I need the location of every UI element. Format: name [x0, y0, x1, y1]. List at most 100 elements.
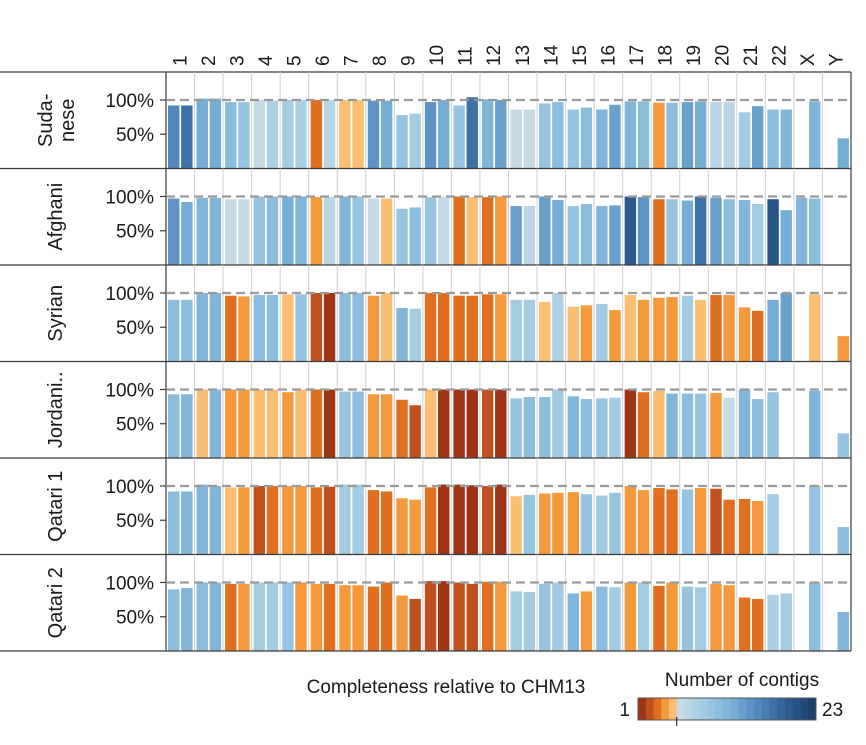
bar-chrX-hap1 — [795, 197, 808, 265]
bar-chr3-hap1 — [225, 199, 237, 265]
bar-chr5-hap1 — [282, 294, 294, 362]
bar-chr18-hap2 — [666, 393, 678, 458]
colorbar-swatch-14 — [738, 698, 747, 720]
bar-chr7-hap2 — [352, 196, 364, 265]
bar-chr15-hap2 — [580, 591, 593, 651]
bar-chr19-hap1 — [681, 295, 694, 362]
bar-chr2-hap1 — [196, 292, 208, 362]
chromosome-label-X: X — [798, 53, 819, 66]
bar-chr9-hap2 — [409, 405, 421, 458]
chromosome-label-2: 2 — [199, 55, 220, 66]
bar-chr3-hap1 — [225, 487, 237, 555]
colorbar-swatch-3 — [653, 698, 662, 720]
population-label: Qatari 2 — [45, 567, 67, 638]
bar-chr8-hap2 — [380, 491, 393, 555]
bar-chr8-hap2 — [380, 582, 393, 651]
bar-chr13-hap2 — [523, 592, 536, 651]
chromosome-label-13: 13 — [513, 45, 534, 66]
chromosome-label-12: 12 — [484, 45, 505, 66]
bar-chr1-hap1 — [168, 105, 180, 169]
colorbar-swatch-19 — [777, 698, 786, 720]
bar-chr11-hap2 — [466, 97, 478, 169]
bar-chr10-hap1 — [424, 197, 437, 265]
bar-chr15-hap2 — [580, 494, 593, 555]
chromosome-label-3: 3 — [227, 55, 248, 66]
population-label-line: Jordani.. — [45, 371, 67, 448]
bar-chr19-hap1 — [681, 393, 694, 458]
chromosome-label-22: 22 — [770, 45, 791, 66]
bar-chr1-hap1 — [168, 589, 180, 651]
bar-chr18-hap1 — [653, 390, 665, 458]
bar-chr11-hap1 — [453, 389, 465, 458]
bar-chr21-hap2 — [751, 399, 764, 458]
bar-chr21-hap2 — [751, 310, 764, 362]
bar-chr1-hap1 — [168, 394, 180, 458]
bar-chr6-hap2 — [323, 389, 336, 458]
y-tick-label: 50% — [116, 511, 154, 532]
chromosome-label-11: 11 — [456, 46, 477, 66]
bar-chr17-hap2 — [637, 101, 650, 169]
colorbar-swatch-1 — [638, 698, 647, 720]
bar-chr6-hap2 — [323, 583, 336, 651]
chromosome-label-15: 15 — [570, 45, 591, 66]
chromosome-label-14: 14 — [541, 44, 562, 66]
bar-chr6-hap2 — [323, 292, 336, 362]
bar-chr7-hap1 — [339, 585, 351, 651]
colorbar-swatch-12 — [723, 698, 732, 720]
colorbar-swatch-22 — [800, 698, 809, 720]
y-tick-label: 100% — [105, 91, 154, 112]
bar-chr16-hap2 — [609, 205, 621, 265]
bar-chr3-hap2 — [238, 583, 250, 651]
bar-chrY-hap2 — [837, 433, 850, 458]
bar-chr8-hap2 — [380, 292, 393, 362]
colorbar-swatch-15 — [746, 698, 755, 720]
y-tick-label: 50% — [116, 608, 154, 629]
bar-chr9-hap1 — [396, 115, 408, 169]
bar-chr16-hap1 — [596, 109, 608, 169]
bar-chr1-hap2 — [181, 201, 193, 265]
chromosome-label-19: 19 — [684, 45, 705, 66]
bar-chr15-hap2 — [580, 399, 593, 458]
bar-chr1-hap2 — [181, 587, 193, 651]
bar-chr17-hap2 — [637, 299, 650, 362]
bar-chr10-hap1 — [424, 487, 437, 555]
bar-chr19-hap2 — [694, 393, 707, 458]
bar-chr2-hap1 — [196, 484, 208, 555]
bar-chr6-hap1 — [310, 99, 323, 169]
bar-chr10-hap2 — [438, 292, 450, 362]
bar-chr10-hap1 — [424, 581, 437, 651]
bar-chrX-hap2 — [809, 485, 821, 555]
bar-chr17-hap1 — [624, 295, 637, 362]
bar-chr9-hap1 — [396, 308, 408, 362]
y-tick-label: 50% — [116, 318, 154, 339]
bar-chr20-hap1 — [710, 583, 722, 651]
bar-chr18-hap1 — [653, 297, 665, 362]
bar-chr10-hap2 — [438, 99, 450, 169]
bar-chr7-hap1 — [339, 484, 351, 555]
bar-chr12-hap2 — [495, 196, 507, 265]
bar-chr6-hap2 — [323, 486, 336, 555]
population-panel-3: 50% 100% Jordani.. — [0, 360, 852, 458]
bar-chr4-hap1 — [253, 485, 266, 555]
bar-chr20-hap1 — [710, 295, 722, 362]
bar-chr14-hap2 — [552, 292, 564, 362]
bar-chr3-hap1 — [225, 583, 237, 651]
bar-chr9-hap1 — [396, 208, 408, 265]
bar-chr3-hap2 — [238, 487, 250, 555]
bar-chr21-hap1 — [738, 389, 751, 458]
bar-chr15-hap1 — [567, 593, 579, 651]
bar-chr15-hap2 — [580, 204, 593, 265]
bar-chr13-hap2 — [523, 494, 536, 555]
bar-chr14-hap2 — [552, 389, 564, 458]
bar-chr13-hap1 — [510, 591, 522, 651]
bar-chr4-hap2 — [266, 389, 279, 458]
bar-chr11-hap2 — [466, 485, 478, 555]
bar-chr9-hap2 — [409, 598, 421, 651]
bar-chr2-hap1 — [196, 197, 208, 265]
population-panel-4: 50% 100% Qatari 1 — [0, 457, 852, 555]
bar-chr17-hap1 — [624, 101, 637, 169]
bar-chr8-hap2 — [380, 198, 393, 265]
bar-chr12-hap2 — [495, 581, 507, 651]
colorbar-swatch-9 — [699, 698, 709, 720]
